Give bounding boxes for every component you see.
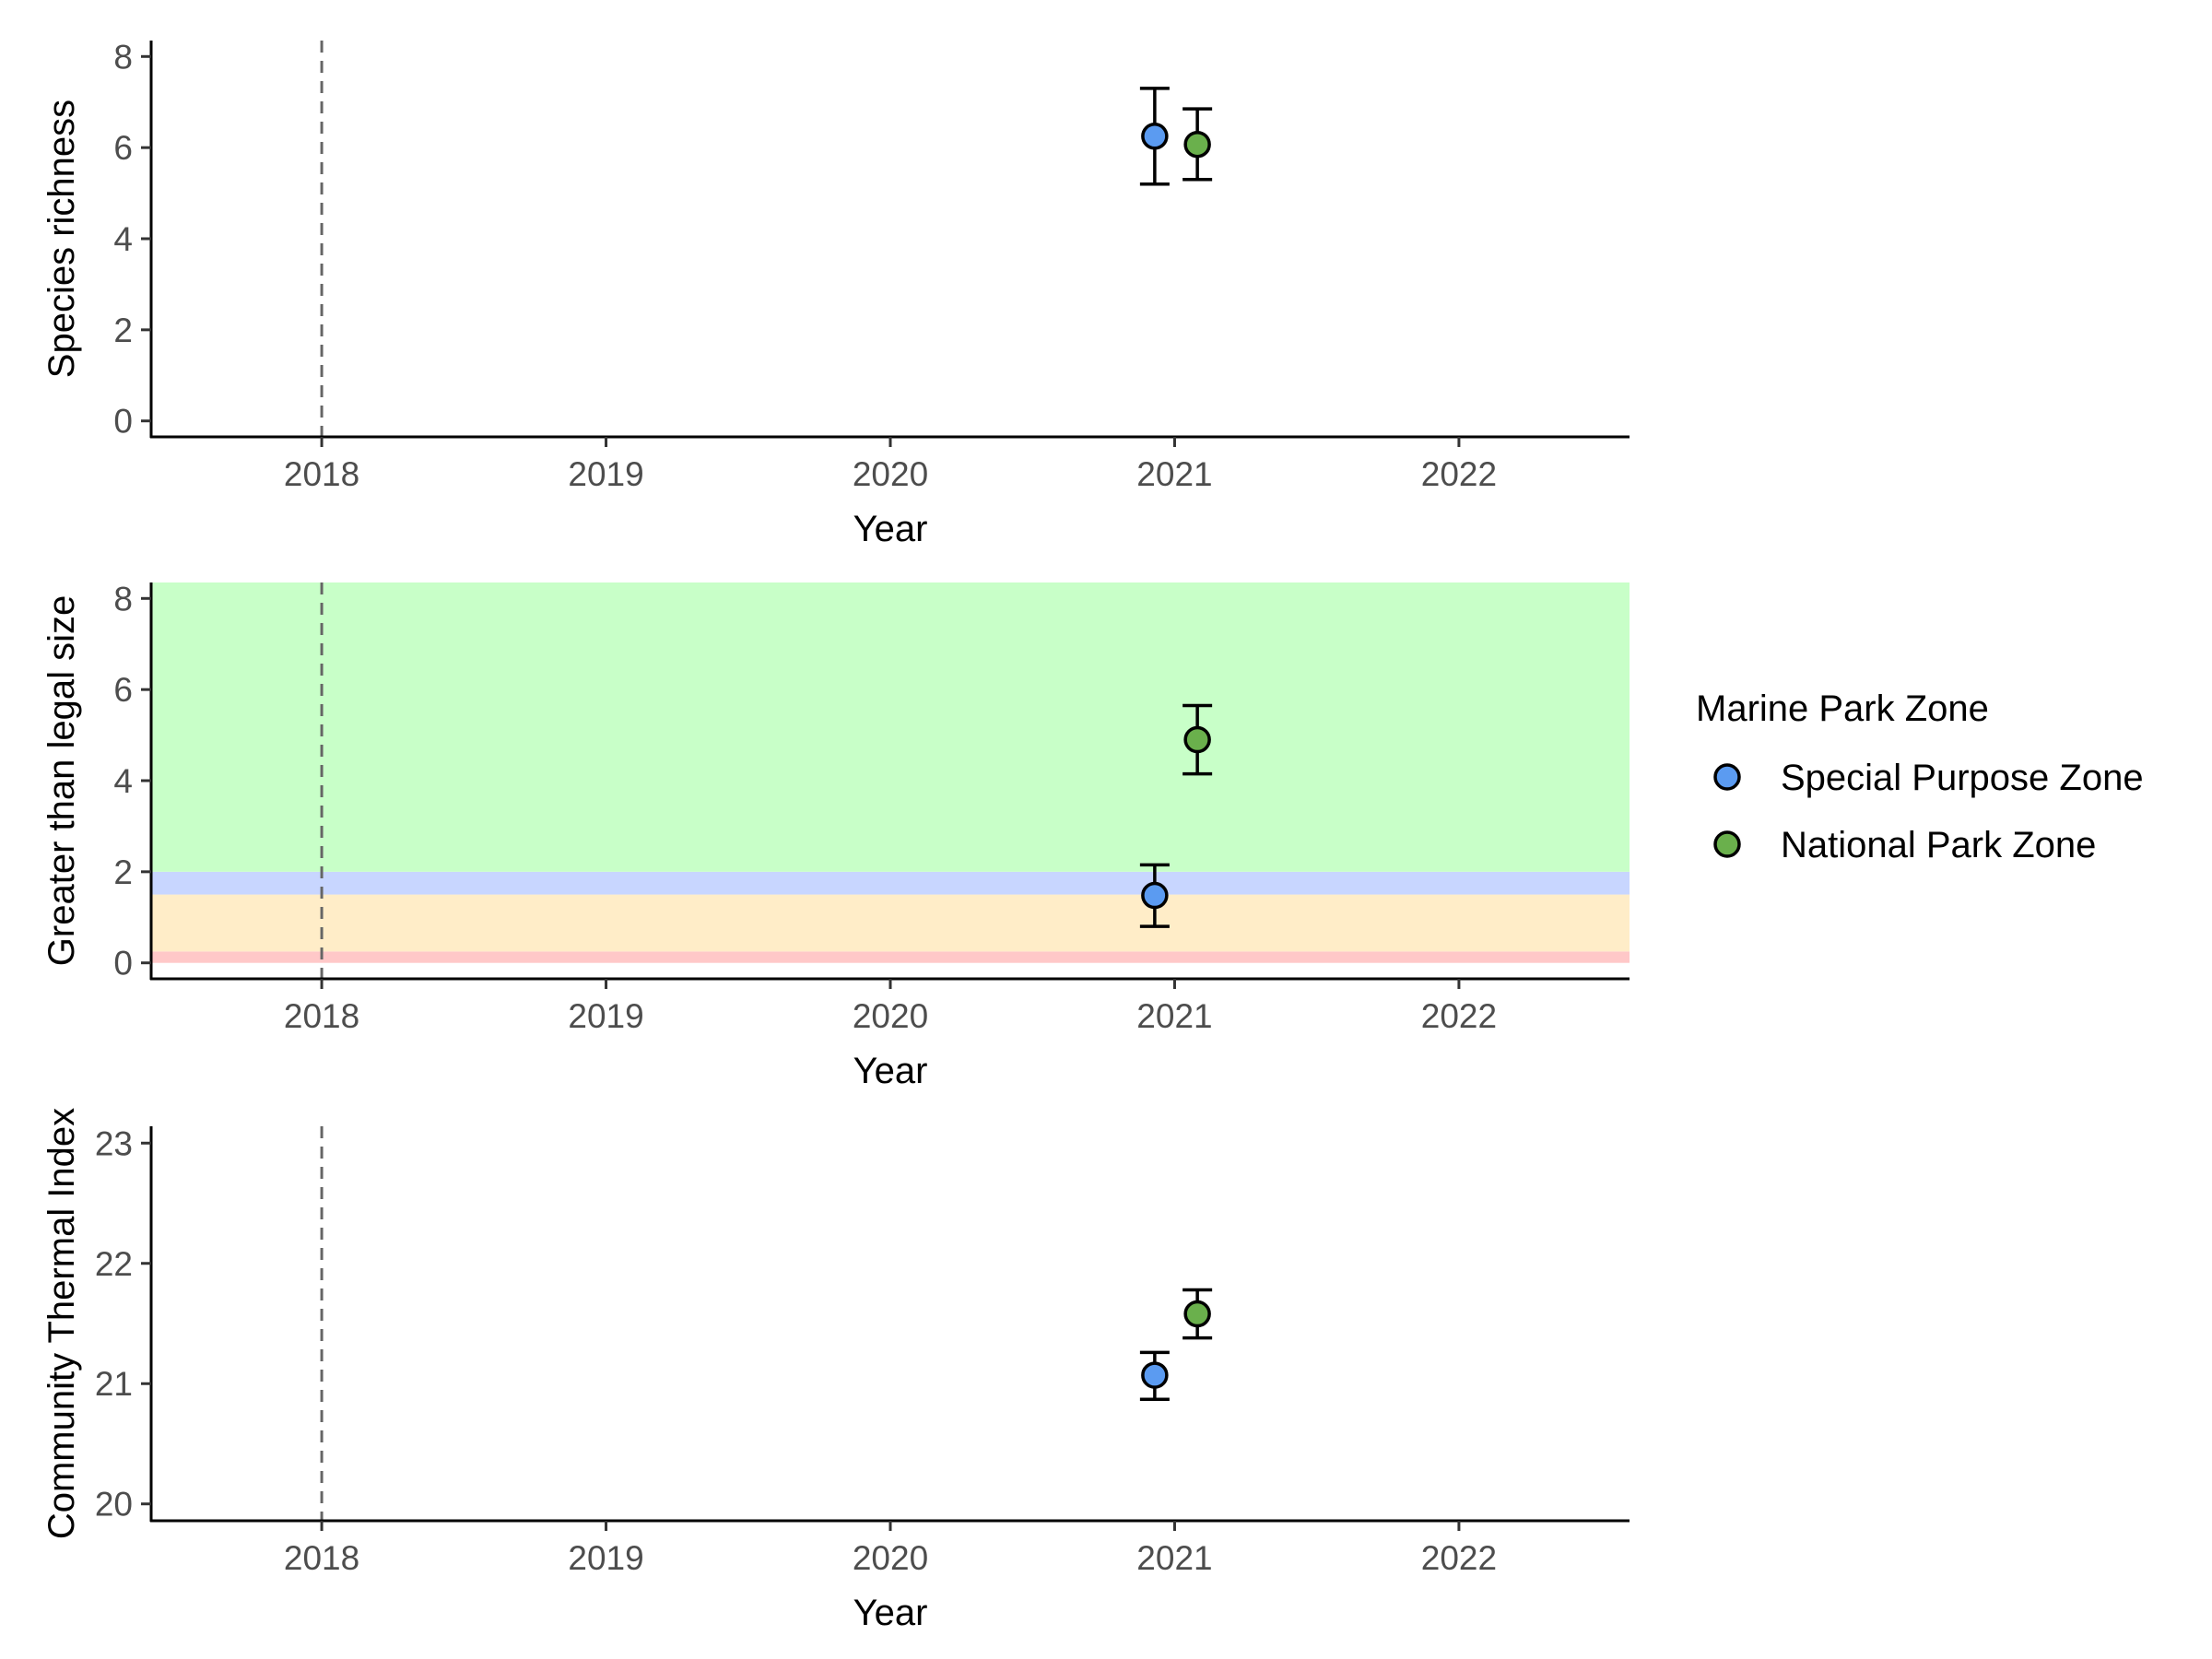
y-tick-label: 20: [95, 1486, 133, 1524]
chart-panel-1: 0 2 4 6 8 2018 2019 2020 2021 2022 Year Species ric…: [41, 38, 1630, 549]
y-tick-label: 23: [95, 1124, 133, 1162]
x-tick-label: 2022: [1421, 455, 1497, 493]
x-tick-label: 2019: [568, 1539, 643, 1577]
x-tick-label: 2018: [284, 1539, 359, 1577]
y-axis-title: Species richness: [41, 100, 82, 378]
x-tick-label: 2018: [284, 997, 359, 1035]
y-tick-label: 8: [113, 580, 133, 618]
data-point-special-purpose-zone: [1141, 123, 1169, 150]
y-tick-label: 2: [113, 312, 133, 349]
legend-title: Marine Park Zone: [1696, 688, 1989, 729]
x-tick-label: 2018: [284, 455, 359, 493]
x-tick-label: 2020: [853, 1539, 928, 1577]
y-tick-label: 4: [113, 762, 133, 800]
data-point-special-purpose-zone: [1141, 881, 1169, 910]
legend-key-special-purpose-zone: [1713, 763, 1741, 791]
data-point-national-park-zone: [1183, 130, 1211, 159]
background-band-2: [151, 894, 1630, 952]
y-tick-label: 4: [113, 220, 133, 258]
y-axis-title: Greater than legal size: [41, 595, 82, 966]
data-point-national-park-zone: [1183, 1300, 1211, 1328]
y-tick-label: 21: [95, 1365, 133, 1403]
y-tick-label: 22: [95, 1245, 133, 1283]
y-axis-title: Community Thermal Index: [41, 1108, 82, 1539]
legend-item-national-park-zone: National Park Zone: [1713, 825, 2096, 865]
y-tick-label: 2: [113, 853, 133, 891]
x-tick-label: 2021: [1136, 1539, 1212, 1577]
background-band-1: [151, 951, 1630, 963]
x-tick-label: 2022: [1421, 1539, 1497, 1577]
x-tick-label: 2020: [853, 455, 928, 493]
x-axis-title: Year: [853, 1593, 928, 1633]
x-axis-title: Year: [853, 509, 928, 549]
y-tick-label: 6: [113, 129, 133, 167]
data-point-special-purpose-zone: [1141, 1361, 1169, 1389]
x-axis-title: Year: [853, 1051, 928, 1091]
background-band-3: [151, 871, 1630, 895]
y-tick-label: 0: [113, 403, 133, 441]
legend-label-national-park-zone: National Park Zone: [1781, 825, 2096, 865]
x-tick-label: 2019: [568, 455, 643, 493]
legend-key-national-park-zone: [1713, 830, 1741, 858]
y-tick-label: 8: [113, 38, 133, 76]
y-tick-label: 0: [113, 945, 133, 982]
x-tick-label: 2021: [1136, 997, 1212, 1035]
legend-item-special-purpose-zone: Special Purpose Zone: [1713, 758, 2144, 798]
x-tick-label: 2021: [1136, 455, 1212, 493]
background-band-4: [151, 582, 1630, 872]
x-tick-label: 2020: [853, 997, 928, 1035]
x-tick-label: 2022: [1421, 997, 1497, 1035]
data-point-national-park-zone: [1183, 725, 1211, 754]
y-tick-label: 6: [113, 671, 133, 709]
chart-panel-2: 0 2 4 6 8 2018 2019 2020 2021 2022 Year Greater tha…: [41, 580, 1630, 1091]
x-tick-label: 2019: [568, 997, 643, 1035]
legend-label-special-purpose-zone: Special Purpose Zone: [1781, 758, 2144, 798]
legend: Marine Park Zone Special Purpose Zone Na…: [1696, 688, 2144, 865]
